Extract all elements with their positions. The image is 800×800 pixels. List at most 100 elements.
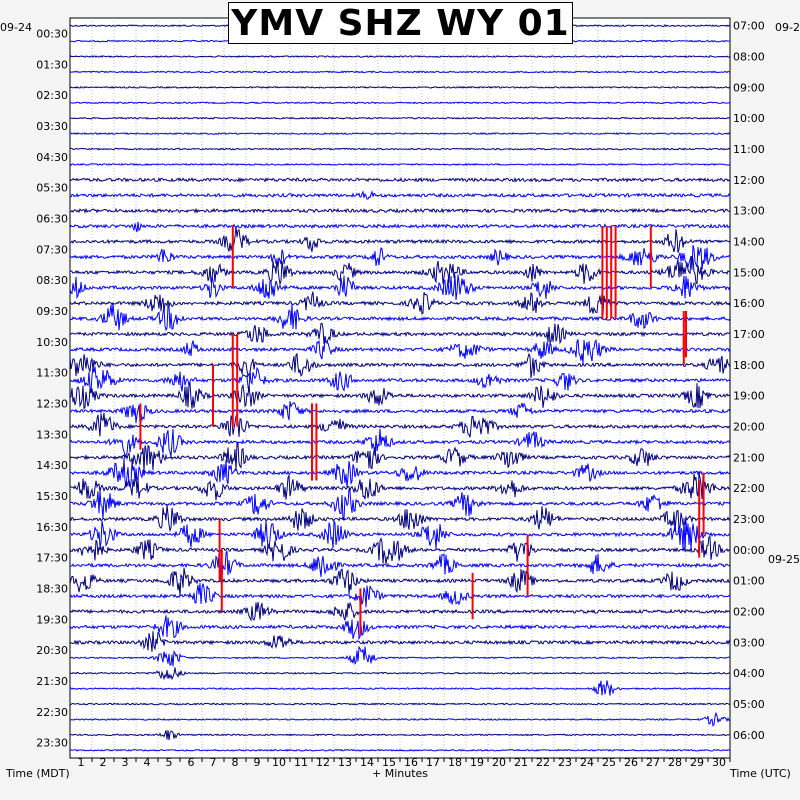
trace-line <box>69 322 731 345</box>
x-tick-label: 6 <box>188 756 195 769</box>
trace-line <box>69 428 731 457</box>
left-time-label: 13:30 <box>36 428 68 441</box>
right-time-label: 14:00 <box>733 236 765 249</box>
right-time-label: 18:00 <box>733 359 765 372</box>
left-time-label: 12:30 <box>36 397 68 410</box>
left-time-label: 17:30 <box>36 552 68 565</box>
right-time-label: 04:00 <box>733 667 765 680</box>
trace-line <box>69 615 731 641</box>
x-tick-label: 27 <box>646 756 660 769</box>
trace-line <box>69 631 731 652</box>
trace-line <box>69 488 731 521</box>
x-tick-label: 9 <box>254 756 261 769</box>
left-time-label: 23:30 <box>36 737 68 750</box>
right-time-label: 11:00 <box>733 143 765 156</box>
chart-title-box: YMV SHZ WY 01 <box>228 2 573 44</box>
x-tick-label: 15 <box>382 756 396 769</box>
trace-line <box>69 176 731 183</box>
trace-line <box>69 291 731 316</box>
x-tick-label: 1 <box>78 756 85 769</box>
x-tick-label: 19 <box>470 756 484 769</box>
x-tick-label: 24 <box>580 756 594 769</box>
trace-line <box>69 55 731 58</box>
trace-line <box>69 244 731 270</box>
left-time-label: 05:30 <box>36 182 68 195</box>
trace-line <box>69 162 731 166</box>
trace-line <box>69 536 731 565</box>
x-tick-label: 2 <box>100 756 107 769</box>
left-time-label: 15:30 <box>36 490 68 503</box>
x-tick-label: 21 <box>514 756 528 769</box>
right-time-label: 09:00 <box>733 81 765 94</box>
right-time-label: 19:00 <box>733 390 765 403</box>
x-tick-label: 22 <box>536 756 550 769</box>
trace-line <box>69 147 731 151</box>
trace-line <box>69 583 731 608</box>
right-time-label: 02:00 <box>733 606 765 619</box>
x-tick-label: 20 <box>492 756 506 769</box>
trace-line <box>69 85 731 89</box>
trace-line <box>69 274 731 301</box>
left-time-label: 16:30 <box>36 521 68 534</box>
left-time-label: 03:30 <box>36 120 68 133</box>
x-tick-label: 13 <box>338 756 352 769</box>
grid <box>70 18 730 758</box>
trace-line <box>69 730 731 741</box>
trace-line <box>69 338 731 364</box>
right-date-mid-label: 09-25 <box>768 553 800 566</box>
right-time-label: 22:00 <box>733 482 765 495</box>
left-time-label: 00:30 <box>36 27 68 40</box>
trace-line <box>69 101 731 105</box>
trace-line <box>69 550 731 580</box>
x-tick-label: 25 <box>602 756 616 769</box>
right-time-label: 03:00 <box>733 636 765 649</box>
left-time-label: 22:30 <box>36 706 68 719</box>
left-time-label: 01:30 <box>36 58 68 71</box>
trace-line <box>69 412 731 438</box>
left-time-label: 07:30 <box>36 243 68 256</box>
right-time-label: 21:00 <box>733 451 765 464</box>
trace-line <box>69 132 731 136</box>
right-axis-title: Time (UTC) <box>729 767 791 780</box>
trace-line <box>69 207 731 214</box>
right-time-label: 13:00 <box>733 205 765 218</box>
x-tick-label: 28 <box>668 756 682 769</box>
right-date-label: 09-2 <box>775 21 800 34</box>
x-tick-label: 30 <box>712 756 726 769</box>
left-date-label: 09-24 <box>0 21 32 34</box>
traces <box>69 24 731 752</box>
trace-line <box>69 748 731 752</box>
right-time-label: 23:00 <box>733 513 765 526</box>
trace-line <box>69 255 731 286</box>
left-time-labels: 00:30 01:30 02:30 03:30 04:30 05:30 06:30 07:30… <box>36 27 68 749</box>
x-tick-label: 23 <box>558 756 572 769</box>
trace-line <box>69 702 731 706</box>
x-tick-label: 29 <box>690 756 704 769</box>
right-time-label: 08:00 <box>733 51 765 64</box>
left-axis-title: Time (MDT) <box>5 767 70 780</box>
right-time-label: 07:00 <box>733 20 765 33</box>
right-time-label: 05:00 <box>733 698 765 711</box>
trace-line <box>69 711 731 727</box>
trace-line <box>69 366 731 392</box>
x-tick-label: 10 <box>272 756 286 769</box>
x-tick-label: 16 <box>404 756 418 769</box>
right-time-label: 00:00 <box>733 544 765 557</box>
x-tick-label: 14 <box>360 756 374 769</box>
x-tick-label: 3 <box>122 756 129 769</box>
left-time-label: 06:30 <box>36 212 68 225</box>
x-tick-label: 8 <box>232 756 239 769</box>
x-axis-ticks: 1 2 3 4 5 6 7 8 9 10 11 12 13 14 15 16 17 18 19 20 21 22 23 24 2… <box>78 756 731 769</box>
right-time-label: 12:00 <box>733 174 765 187</box>
left-time-label: 04:30 <box>36 151 68 164</box>
left-time-label: 20:30 <box>36 644 68 657</box>
x-tick-label: 17 <box>426 756 440 769</box>
trace-line <box>70 680 731 696</box>
right-time-label: 06:00 <box>733 729 765 742</box>
left-time-label: 10:30 <box>36 336 68 349</box>
x-tick-label: 18 <box>448 756 462 769</box>
x-tick-label: 7 <box>210 756 217 769</box>
trace-line <box>69 504 731 533</box>
left-time-label: 02:30 <box>36 89 68 102</box>
